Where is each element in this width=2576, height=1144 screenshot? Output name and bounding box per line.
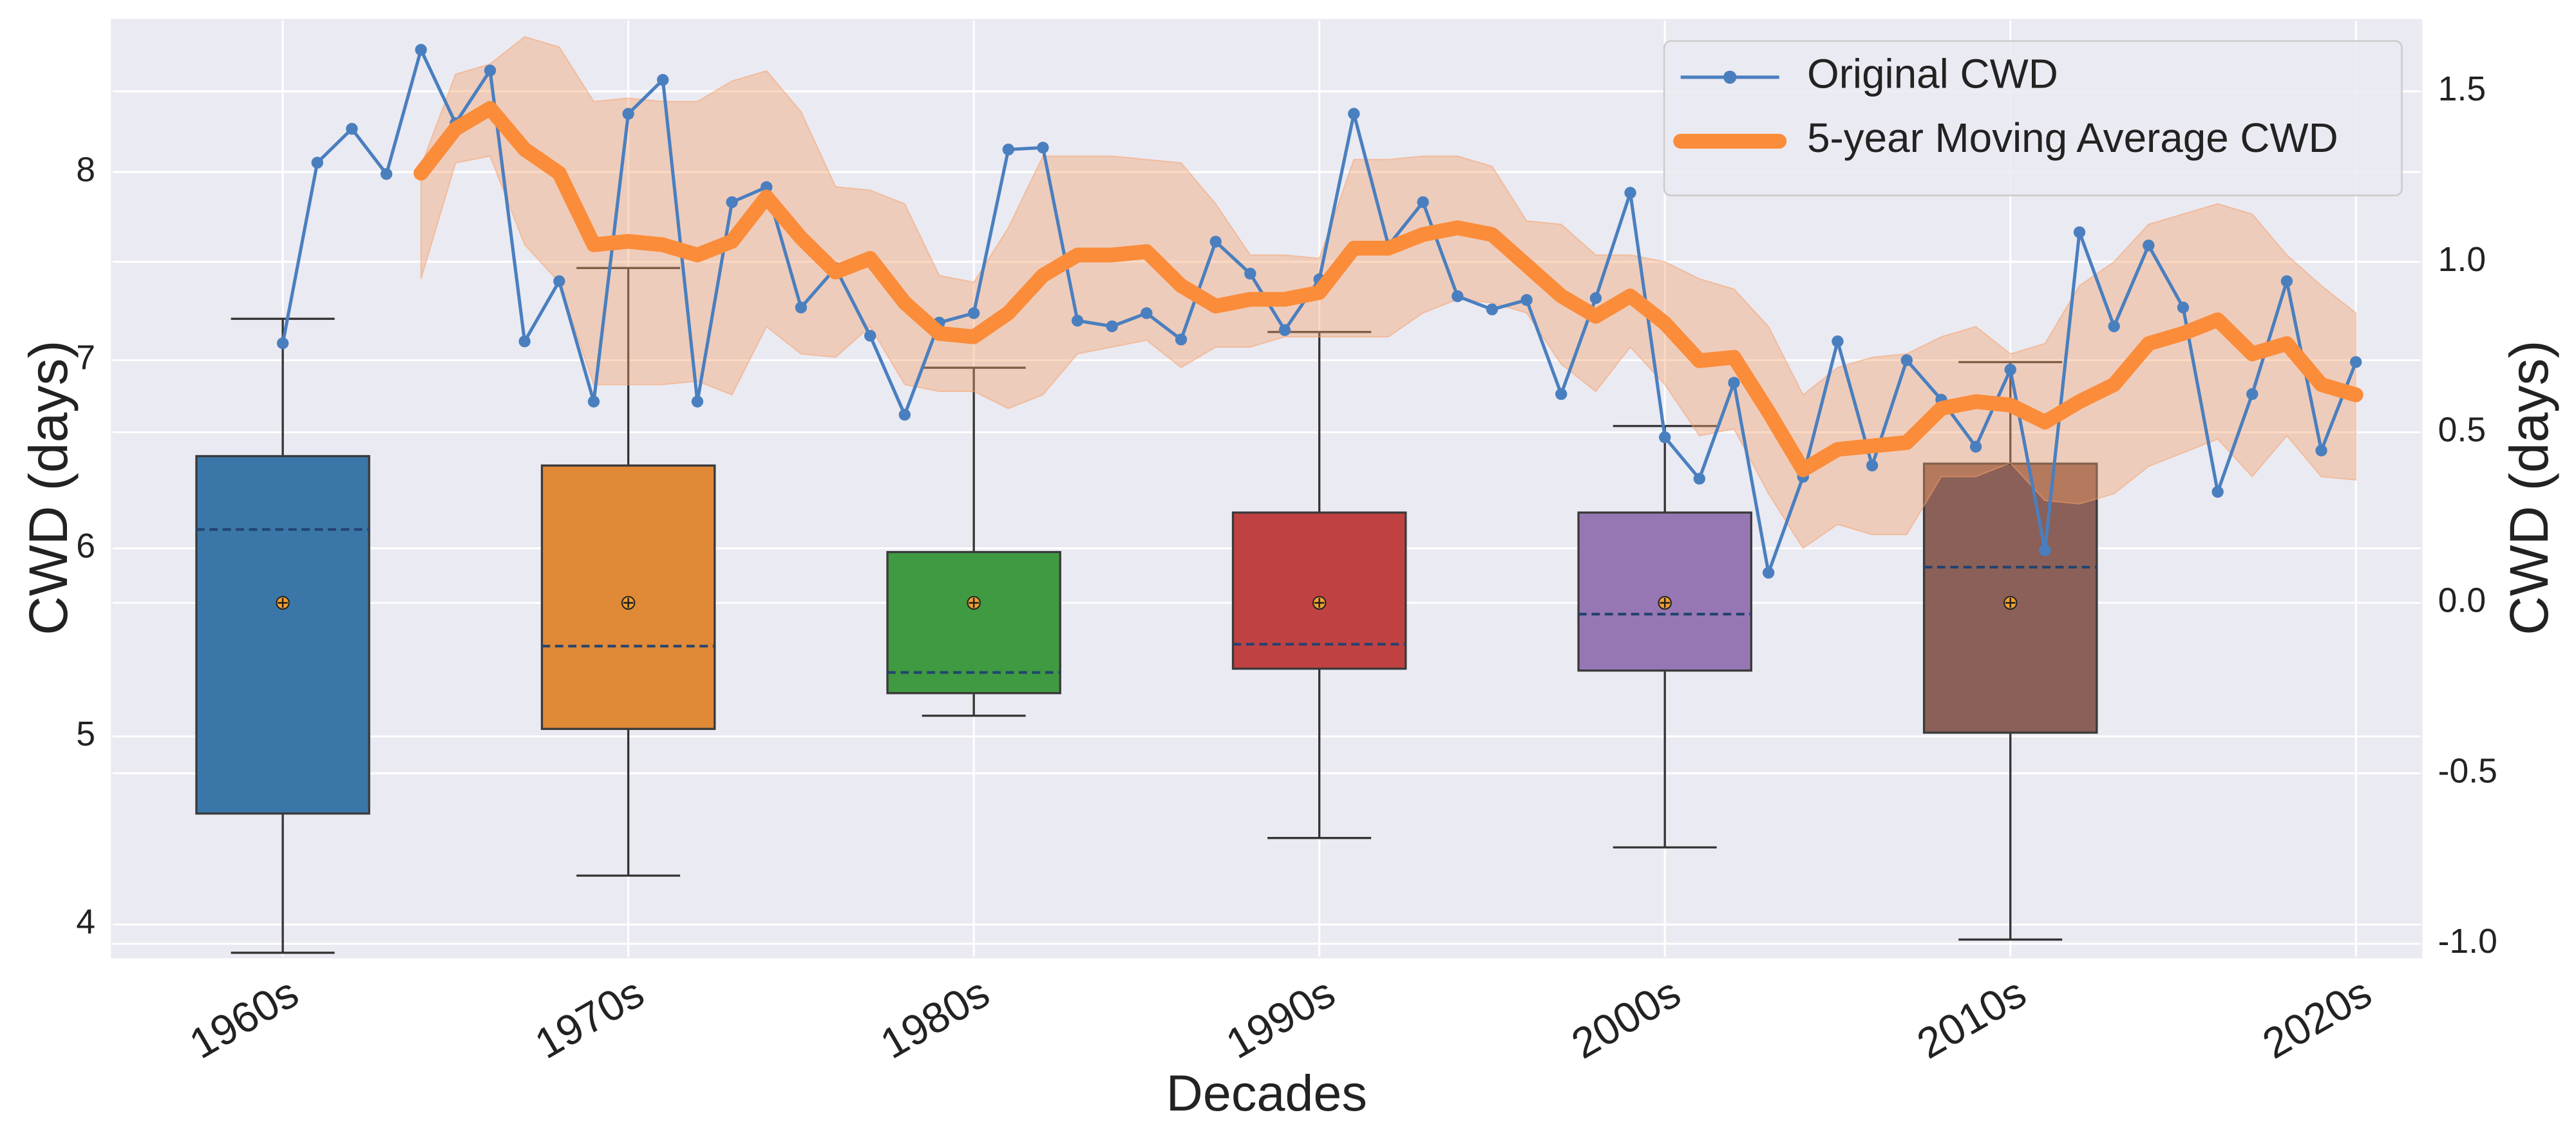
data-point	[1209, 236, 1222, 248]
y-tick-label: 5	[76, 715, 95, 753]
y-tick-label: 7	[76, 339, 95, 377]
data-point	[518, 335, 531, 348]
mean-marker-cross	[623, 597, 634, 608]
data-point	[1728, 377, 1740, 389]
y2-tick-label: 1.5	[2438, 70, 2486, 108]
y-axis-label: CWD (days)	[18, 341, 79, 635]
data-point	[1658, 431, 1671, 444]
data-point	[795, 301, 808, 314]
y2-tick-label: -1.0	[2438, 923, 2497, 961]
mean-marker-cross	[278, 597, 288, 608]
mean-marker-cross	[1314, 597, 1325, 608]
box	[886, 550, 1061, 695]
x-tick-label: 1960s	[182, 969, 306, 1068]
legend-marker	[1723, 70, 1737, 84]
y2-tick-label: 0.0	[2438, 582, 2486, 620]
data-point	[276, 337, 289, 350]
y-tick-label: 6	[76, 527, 95, 565]
data-point	[1624, 187, 1636, 199]
data-point	[553, 275, 565, 287]
data-point	[1486, 303, 1499, 315]
data-point	[761, 181, 773, 193]
legend-label: 5-year Moving Average CWD	[1807, 115, 2338, 161]
data-point	[484, 64, 497, 77]
mean-marker-cross	[1660, 597, 1670, 608]
legend-box	[1663, 40, 2403, 196]
plot-frame	[111, 19, 2423, 959]
data-point	[2039, 544, 2051, 556]
data-point	[2004, 363, 2016, 376]
data-point	[1106, 320, 1118, 333]
marks	[195, 35, 2363, 954]
data-point	[2211, 485, 2224, 498]
data-point	[380, 168, 393, 180]
y2-axis-label: CWD (days)	[2499, 341, 2559, 635]
data-point	[1832, 335, 1844, 348]
data-point	[726, 196, 738, 209]
data-point	[311, 156, 323, 169]
data-point	[898, 409, 911, 421]
data-point	[1141, 307, 1153, 319]
data-point	[864, 330, 876, 342]
data-point	[1520, 294, 1533, 306]
data-point	[1244, 267, 1256, 280]
data-point	[1589, 292, 1602, 305]
box	[1577, 511, 1752, 672]
data-point	[1278, 324, 1291, 336]
data-point	[2108, 320, 2120, 333]
data-point	[346, 122, 358, 135]
legend: Original CWD 5-year Moving Average CWD	[1663, 40, 2403, 196]
y-tick-label: 4	[76, 903, 95, 941]
x-tick-label: 1970s	[527, 969, 652, 1068]
box	[195, 455, 370, 815]
legend-label: Original CWD	[1807, 51, 2058, 97]
data-point	[1002, 144, 1014, 156]
data-point	[587, 395, 600, 408]
data-point	[1969, 440, 1982, 453]
y2-tick-label: 0.5	[2438, 411, 2486, 449]
x-axis-label: Decades	[1166, 1064, 1367, 1121]
data-point	[657, 73, 669, 86]
data-point	[1348, 108, 1360, 120]
data-point	[2177, 301, 2190, 314]
y2-tick-label: -0.5	[2438, 752, 2497, 790]
mean-marker-cross	[2005, 597, 2016, 608]
data-point	[1417, 196, 1429, 209]
std-band	[420, 35, 2357, 550]
data-point	[1555, 388, 1567, 400]
data-point	[1866, 459, 1879, 472]
data-point	[1762, 567, 1775, 579]
data-point	[2280, 275, 2293, 287]
data-point	[1452, 290, 1464, 303]
mean-marker-cross	[969, 597, 979, 608]
data-point	[622, 108, 634, 120]
data-point	[1693, 473, 1706, 485]
x-tick-label: 1980s	[873, 969, 997, 1068]
x-tick-label: 2020s	[2255, 969, 2379, 1068]
data-point	[1175, 333, 1188, 346]
data-point	[1071, 314, 1084, 327]
data-point	[691, 395, 704, 408]
x-tick-label: 2010s	[1909, 969, 2034, 1068]
data-point	[1900, 354, 1913, 366]
data-point	[967, 307, 980, 319]
y-tick-label: 8	[76, 151, 95, 189]
data-point	[2143, 239, 2155, 252]
data-point	[1037, 142, 1049, 154]
data-point	[2350, 356, 2362, 368]
y2-tick-label: 1.0	[2438, 241, 2486, 279]
x-tick-label: 1990s	[1218, 969, 1343, 1068]
data-point	[2073, 226, 2086, 238]
data-point	[2315, 444, 2327, 456]
moving-average-line	[413, 100, 2363, 478]
box	[1231, 511, 1407, 670]
data-point	[2246, 388, 2259, 400]
x-tick-label: 2000s	[1564, 969, 1688, 1068]
data-point	[415, 44, 427, 56]
